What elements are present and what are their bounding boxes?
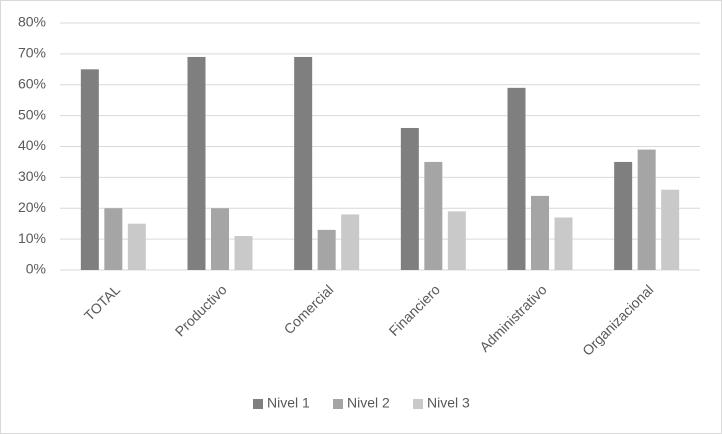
bar <box>614 161 633 270</box>
y-tick-label: 40% <box>18 137 46 153</box>
legend-label: Nivel 1 <box>267 395 310 411</box>
bar <box>187 56 206 271</box>
legend-label: Nivel 3 <box>427 395 470 411</box>
bar <box>234 236 253 270</box>
y-tick-label: 60% <box>18 75 46 91</box>
bar <box>127 223 146 270</box>
bar <box>531 195 549 270</box>
y-tick-label: 30% <box>18 168 46 184</box>
bar <box>104 208 123 270</box>
bar <box>661 189 680 270</box>
bar <box>637 149 656 270</box>
y-tick-label: 80% <box>18 14 46 30</box>
bar <box>341 214 360 270</box>
bar <box>317 229 336 270</box>
bar <box>80 69 99 270</box>
bar <box>554 217 573 270</box>
y-tick-label: 70% <box>18 45 46 61</box>
y-tick-label: 50% <box>18 106 46 122</box>
bar <box>294 56 313 271</box>
legend-swatch <box>413 399 423 409</box>
y-tick-label: 20% <box>18 199 46 215</box>
legend-swatch <box>333 399 343 409</box>
y-tick-label: 10% <box>18 230 46 246</box>
y-tick-label: 0% <box>26 261 46 277</box>
bar <box>211 208 229 270</box>
legend-swatch <box>253 399 263 409</box>
bar <box>447 211 466 270</box>
bar <box>507 87 526 271</box>
bar <box>400 127 419 270</box>
bar <box>424 161 443 270</box>
legend-label: Nivel 2 <box>347 395 390 411</box>
